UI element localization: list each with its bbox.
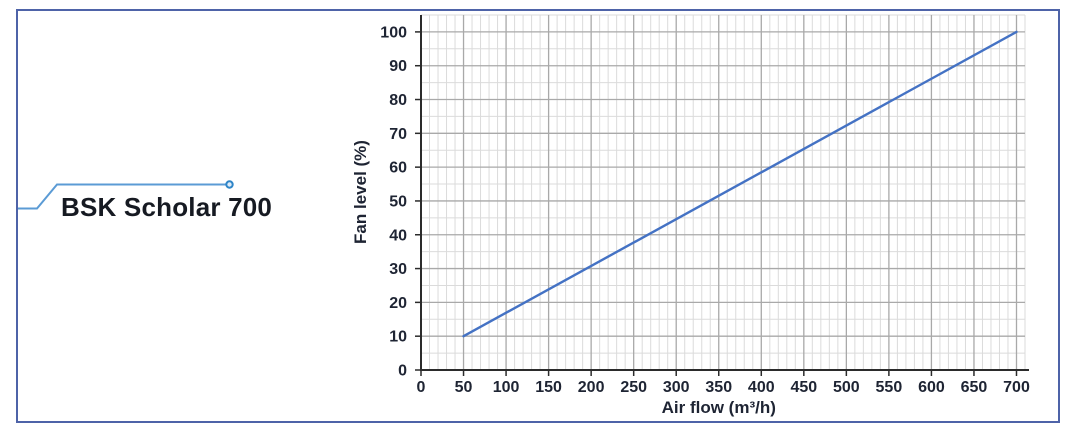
y-tick-label: 30 [389, 261, 407, 278]
y-tick-label: 20 [389, 295, 407, 312]
x-tick-label: 550 [876, 379, 903, 396]
x-tick-label: 50 [455, 379, 473, 396]
plot-area: 0 50 100 150 200 250 300 350 400 450 500 550 600 650 7… [351, 14, 1030, 417]
y-tick-label: 60 [389, 160, 407, 177]
figure-border [16, 9, 1060, 423]
x-tick-label: 0 [417, 379, 426, 396]
x-tick-label: 250 [620, 379, 647, 396]
y-tick-label: 10 [389, 329, 407, 346]
x-tick-label: 100 [493, 379, 520, 396]
y-tick-label: 50 [389, 193, 407, 210]
y-tick-label: 90 [389, 58, 407, 75]
product-title-label: BSK Scholar 700 [61, 192, 273, 222]
y-tick-label: 40 [389, 227, 407, 244]
series-line [462, 30, 1018, 338]
callout-connector-line [18, 183, 229, 210]
x-tick-label: 400 [748, 379, 775, 396]
y-tick-label: 80 [389, 92, 407, 109]
x-tick-label: 450 [790, 379, 817, 396]
callout-endpoint-dot [225, 180, 234, 189]
x-tick-label: 500 [833, 379, 860, 396]
x-axis-title: Air flow (m³/h) [662, 398, 776, 417]
y-tick-label: 0 [398, 363, 407, 380]
y-tick-label: 70 [389, 126, 407, 143]
x-tick-label: 350 [705, 379, 732, 396]
x-tick-label: 200 [578, 379, 605, 396]
x-tick-label: 150 [535, 379, 562, 396]
y-tick-label: 100 [380, 24, 407, 41]
x-tick-label: 600 [918, 379, 945, 396]
x-tick-label: 700 [1003, 379, 1030, 396]
x-tick-label: 300 [663, 379, 690, 396]
y-axis-title: Fan level (%) [351, 140, 370, 244]
x-tick-label: 650 [961, 379, 988, 396]
